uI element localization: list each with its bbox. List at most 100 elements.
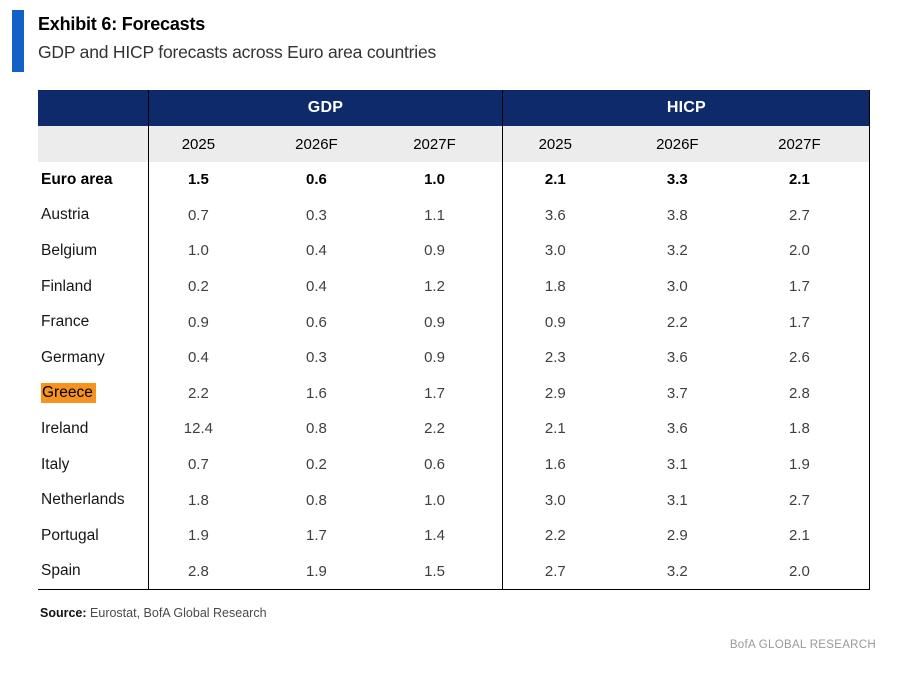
country-label: France (41, 313, 90, 331)
value-cell: 1.9 (747, 446, 871, 483)
value-cell: 1.8 (544, 278, 566, 296)
value-cell: 1.0 (187, 242, 209, 260)
table-row-euro-area: Euro area 1.5 0.6 1.0 2.1 3.3 2.1 (38, 162, 871, 198)
value-cell: 3.6 (666, 349, 688, 367)
table-row-austria: Austria 0.7 0.3 1.1 3.6 3.8 2.7 (38, 197, 871, 234)
country-cell: Euro area (38, 162, 149, 198)
year-header-hicp-2026f: 2026F (625, 126, 748, 162)
value-cell: 2.7 (747, 482, 871, 518)
value-cell: 3.1 (666, 456, 688, 474)
value-cell: 3.8 (666, 206, 688, 224)
value-cell: 1.7 (747, 268, 871, 305)
value-cell: 0.4 (306, 278, 327, 296)
year-corner-cell (38, 126, 149, 162)
country-cell: Belgium (38, 233, 149, 269)
year-header-gdp-2026f: 2026F (266, 126, 385, 162)
value-cell: 0.8 (306, 420, 327, 438)
accent-bar (12, 10, 24, 72)
value-cell: 0.4 (187, 349, 209, 367)
value-cell: 0.9 (384, 233, 504, 269)
value-cell: 1.2 (384, 268, 504, 305)
value-cell: 0.4 (306, 242, 327, 260)
value-cell: 2.0 (747, 233, 871, 269)
corner-cell (38, 90, 149, 126)
country-label: Germany (41, 348, 105, 366)
value-cell: 0.3 (306, 206, 327, 224)
table-row-greece: Greece 2.2 1.6 1.7 2.9 3.7 2.8 (38, 375, 871, 412)
value-cell: 1.7 (747, 304, 871, 340)
value-cell: 3.0 (544, 491, 566, 509)
value-cell: 3.0 (666, 278, 688, 296)
year-header-hicp-2027f: 2027F (747, 126, 871, 162)
value-cell: 1.5 (187, 171, 209, 189)
value-cell: 1.7 (384, 375, 504, 412)
country-cell: Spain (38, 553, 149, 590)
country-label: Netherlands (41, 491, 125, 509)
value-cell: 0.9 (544, 313, 566, 331)
value-cell: 3.2 (666, 242, 688, 260)
table-row-netherlands: Netherlands 1.8 0.8 1.0 3.0 3.1 2.7 (38, 482, 871, 518)
country-cell: Netherlands (38, 482, 149, 518)
value-cell: 2.1 (544, 420, 566, 438)
table-row-ireland: Ireland 12.4 0.8 2.2 2.1 3.6 1.8 (38, 411, 871, 447)
country-label: Ireland (41, 419, 89, 437)
country-label: Spain (41, 562, 81, 580)
value-cell: 0.9 (384, 339, 504, 376)
value-cell: 3.0 (544, 242, 566, 260)
value-cell: 3.1 (666, 491, 688, 509)
value-cell: 0.3 (306, 349, 327, 367)
country-cell: Italy (38, 446, 149, 483)
table-row-portugal: Portugal 1.9 1.7 1.4 2.2 2.9 2.1 (38, 517, 871, 554)
value-cell: 0.2 (187, 278, 209, 296)
country-label: Euro area (41, 170, 113, 188)
country-cell: Finland (38, 268, 149, 305)
value-cell: 2.2 (187, 384, 209, 402)
value-cell: 3.2 (625, 553, 748, 590)
value-cell: 1.7 (306, 527, 327, 545)
country-label: Finland (41, 277, 92, 295)
forecast-table: GDP HICP 2025 2026F 2027F 2025 2026F 202… (38, 90, 871, 590)
brand-footer: BofA GLOBAL RESEARCH (729, 639, 876, 651)
value-cell: 2.8 (148, 553, 267, 590)
value-cell: 1.1 (384, 197, 504, 234)
country-cell: Portugal (38, 517, 149, 554)
table-row-germany: Germany 0.4 0.3 0.9 2.3 3.6 2.6 (38, 339, 871, 376)
value-cell: 2.6 (747, 339, 871, 376)
value-cell: 1.6 (306, 384, 327, 402)
value-cell: 2.1 (747, 162, 871, 198)
value-cell: 1.9 (266, 553, 385, 590)
value-cell: 1.9 (187, 527, 209, 545)
value-cell: 1.5 (384, 553, 504, 590)
value-cell: 2.1 (544, 171, 566, 189)
country-label-highlighted: Greece (41, 383, 96, 404)
value-cell: 2.8 (747, 375, 871, 412)
value-cell: 2.1 (747, 517, 871, 554)
country-label: Austria (41, 206, 90, 224)
value-cell: 2.9 (666, 527, 688, 545)
value-cell: 2.2 (544, 527, 566, 545)
value-cell: 1.0 (384, 482, 504, 518)
source-text: Eurostat, BofA Global Research (90, 606, 267, 620)
value-cell: 1.4 (384, 517, 504, 554)
value-cell: 1.8 (747, 411, 871, 447)
value-cell: 2.9 (544, 384, 566, 402)
exhibit-titles: Exhibit 6: Forecasts GDP and HICP foreca… (38, 10, 436, 72)
year-header-gdp-2027f: 2027F (384, 126, 504, 162)
value-cell: 0.2 (306, 456, 327, 474)
value-cell: 0.9 (384, 304, 504, 340)
value-cell: 0.9 (187, 313, 209, 331)
country-cell: France (38, 304, 149, 340)
value-cell: 3.3 (666, 171, 688, 189)
country-cell: Greece (38, 375, 149, 412)
value-cell: 1.8 (187, 491, 209, 509)
source-label: Source: (40, 606, 87, 620)
table-row-belgium: Belgium 1.0 0.4 0.9 3.0 3.2 2.0 (38, 233, 871, 269)
value-cell: 0.7 (187, 456, 209, 474)
table-row-italy: Italy 0.7 0.2 0.6 1.6 3.1 1.9 (38, 446, 871, 483)
group-header-hicp: HICP (502, 90, 871, 126)
value-cell: 2.2 (666, 313, 688, 331)
value-cell: 3.6 (544, 206, 566, 224)
value-cell: 3.7 (666, 384, 688, 402)
exhibit-title: Exhibit 6: Forecasts (38, 14, 206, 34)
